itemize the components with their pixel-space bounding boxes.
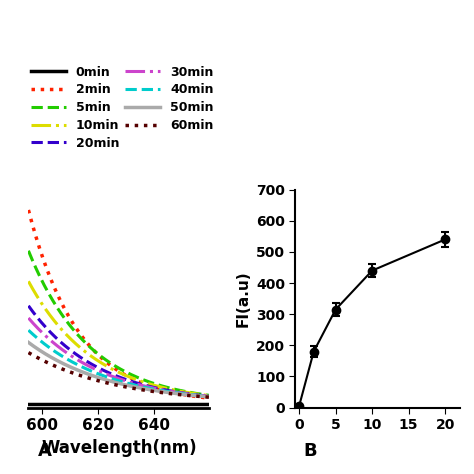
Text: A: A: [37, 442, 51, 460]
Y-axis label: FI(a.u): FI(a.u): [236, 270, 250, 327]
Legend: 0min, 2min, 5min, 10min, 20min, 30min, 40min, 50min, 60min: 0min, 2min, 5min, 10min, 20min, 30min, 4…: [26, 61, 219, 155]
X-axis label: Wavelength(nm): Wavelength(nm): [41, 438, 197, 456]
Text: B: B: [304, 442, 317, 460]
